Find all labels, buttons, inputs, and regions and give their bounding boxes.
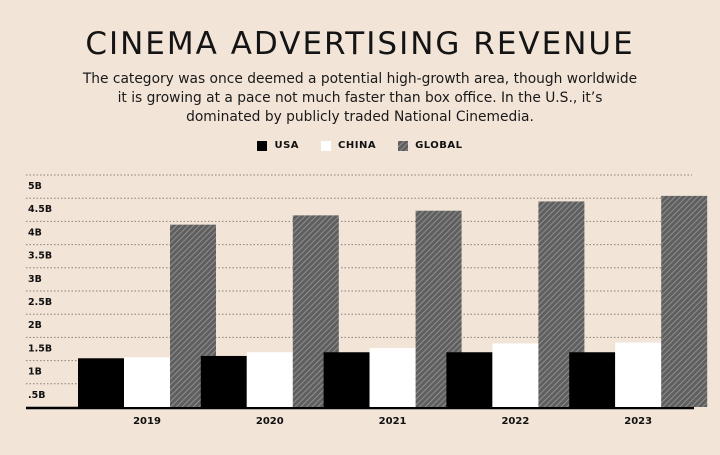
bar-china-2021 — [369, 348, 416, 407]
x-tick-label: 2022 — [501, 416, 529, 427]
bar-china-2022 — [492, 343, 539, 407]
y-tick-label: 2.5B — [28, 297, 52, 308]
y-tick-label: 4B — [28, 227, 42, 238]
x-tick-label: 2023 — [624, 416, 652, 427]
chart-title: CINEMA ADVERTISING REVENUE — [85, 26, 635, 62]
legend-label-global: GLOBAL — [415, 140, 463, 151]
bar-global-2023 — [661, 195, 708, 407]
legend-swatch-china — [321, 140, 332, 151]
y-tick-label: .5B — [28, 390, 45, 401]
legend-label-china: CHINA — [338, 140, 377, 151]
y-tick-label: 5B — [28, 181, 42, 192]
legend-label-usa: USA — [274, 140, 300, 151]
legend-item-global: GLOBAL — [398, 140, 462, 151]
y-tick-label: 1B — [28, 367, 42, 378]
legend-swatch-usa — [257, 140, 268, 151]
y-tick-label: 1.5B — [28, 343, 52, 354]
bar-usa-2020 — [200, 355, 247, 407]
x-tick-label: 2021 — [379, 416, 407, 427]
legend-swatch-global — [398, 140, 409, 151]
legend-item-usa: USA — [257, 140, 299, 151]
bar-usa-2021 — [323, 352, 370, 407]
y-tick-label: 4.5B — [28, 204, 52, 215]
x-tick-label: 2019 — [133, 416, 161, 427]
bar-china-2023 — [615, 342, 662, 407]
bar-usa-2022 — [446, 352, 493, 407]
legend: USA CHINA GLOBAL — [0, 140, 720, 151]
y-tick-label: 3.5B — [28, 251, 52, 262]
bar-china-2020 — [246, 352, 293, 407]
y-tick-label: 3B — [28, 274, 42, 285]
chart-subtitle: The category was once deemed a potential… — [82, 71, 638, 125]
bar-usa-2023 — [569, 352, 616, 407]
legend-item-china: CHINA — [321, 140, 376, 151]
bar-usa-2019 — [78, 358, 124, 407]
y-tick-label: 2B — [28, 320, 42, 331]
x-tick-label: 2020 — [256, 416, 284, 427]
bar-china-2019 — [124, 357, 170, 407]
